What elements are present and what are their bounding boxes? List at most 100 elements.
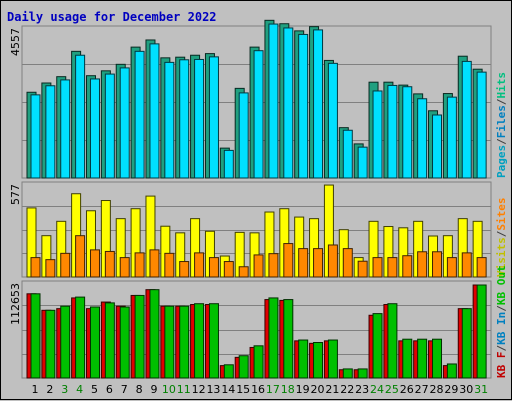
panel-1-legend: Pages/Files/Hits	[495, 72, 508, 178]
bar-kb-out-day-undefined	[327, 339, 338, 379]
bar-sites-day-undefined	[417, 251, 428, 278]
bar-kb-out-day-undefined	[357, 368, 368, 379]
x-tick-label: 19	[296, 383, 310, 396]
bar-sites-day-undefined	[461, 252, 472, 278]
x-tick-label: 23	[355, 383, 369, 396]
bar-sites-day-undefined	[194, 252, 205, 278]
x-tick-label: 15	[236, 383, 250, 396]
bar-kb-out-day-undefined	[89, 306, 100, 379]
bar-kb-out-day-undefined	[30, 293, 41, 379]
bar-sites-day-undefined	[208, 257, 219, 278]
bar-files-day-19	[298, 33, 309, 179]
x-tick-label: 22	[340, 383, 354, 396]
x-tick-label: 30	[459, 383, 473, 396]
bar-files-day-13	[208, 56, 219, 179]
bar-kb-out-day-undefined	[372, 313, 383, 379]
panel-1-ymax-label: 4557	[9, 28, 22, 56]
x-tick-label: 31	[474, 383, 488, 396]
bar-files-day-17	[268, 23, 279, 179]
bar-kb-out-day-undefined	[461, 308, 472, 379]
x-tick-label: 2	[46, 383, 53, 396]
bar-kb-out-day-undefined	[238, 355, 249, 379]
bar-kb-out-day-undefined	[119, 306, 130, 379]
bar-kb-out-day-undefined	[387, 303, 398, 379]
x-tick-label: 24	[370, 383, 384, 396]
bar-kb-out-day-undefined	[194, 303, 205, 379]
bar-sites-day-undefined	[402, 255, 413, 278]
legend-entry: /	[495, 230, 508, 237]
x-tick-label: 18	[281, 383, 295, 396]
bar-sites-day-undefined	[476, 257, 487, 278]
legend-entry: /	[495, 345, 508, 352]
x-tick-label: 20	[311, 383, 325, 396]
legend-entry: Sites	[495, 198, 508, 231]
bar-kb-out-day-undefined	[283, 299, 294, 379]
bar-files-day-24	[372, 90, 383, 179]
bar-files-day-20	[313, 29, 324, 179]
bar-kb-out-day-undefined	[432, 338, 443, 379]
x-tick-label: 11	[177, 383, 191, 396]
bar-sites-day-undefined	[179, 261, 190, 278]
bar-kb-out-day-undefined	[75, 296, 86, 379]
bar-sites-day-undefined	[149, 249, 160, 278]
chart-title: Daily usage for December 2022	[7, 10, 217, 24]
bar-sites-day-undefined	[253, 254, 264, 278]
bar-files-day-4	[75, 54, 86, 179]
bar-sites-day-undefined	[313, 248, 324, 278]
x-tick-label: 10	[162, 383, 176, 396]
x-tick-label: 4	[76, 383, 83, 396]
x-tick-label: 7	[121, 383, 128, 396]
bar-files-day-3	[60, 79, 71, 179]
bar-sites-day-undefined	[75, 235, 86, 278]
bar-kb-out-day-undefined	[104, 302, 115, 379]
bar-sites-day-undefined	[30, 257, 41, 278]
bar-files-day-30	[461, 60, 472, 179]
bar-kb-out-day-undefined	[476, 284, 487, 379]
panel-2-legend: Visits/Sites	[495, 198, 508, 278]
bar-sites-day-undefined	[268, 253, 279, 278]
bar-sites-day-undefined	[357, 260, 368, 278]
bar-files-day-1	[30, 94, 41, 179]
bar-sites-day-undefined	[134, 252, 145, 278]
bar-sites-day-undefined	[283, 243, 294, 278]
x-tick-label: 25	[385, 383, 399, 396]
bar-kb-out-day-undefined	[149, 289, 160, 379]
bar-files-day-21	[327, 62, 338, 179]
x-tick-label: 17	[266, 383, 280, 396]
bar-kb-out-day-undefined	[298, 339, 309, 379]
legend-entry: /	[495, 305, 508, 312]
x-tick-label: 21	[325, 383, 339, 396]
bar-files-day-14	[223, 149, 234, 179]
x-tick-label: 16	[251, 383, 265, 396]
x-tick-label: 3	[61, 383, 68, 396]
legend-entry: Hits	[495, 72, 508, 99]
bar-files-day-9	[149, 43, 160, 179]
bar-files-day-28	[432, 114, 443, 179]
bar-files-day-31	[476, 71, 487, 179]
bar-kb-out-day-undefined	[253, 345, 264, 379]
x-tick-label: 27	[415, 383, 429, 396]
bar-sites-day-undefined	[446, 257, 457, 278]
legend-entry: KB F	[495, 352, 508, 379]
bar-kb-out-day-undefined	[134, 294, 145, 379]
bar-kb-out-day-undefined	[45, 309, 56, 379]
bar-kb-out-day-undefined	[223, 364, 234, 379]
bar-kb-out-day-undefined	[313, 342, 324, 379]
bar-files-day-27	[417, 98, 428, 179]
legend-entry: KB In	[495, 312, 508, 345]
bar-files-day-26	[402, 86, 413, 179]
bar-kb-out-day-undefined	[417, 338, 428, 379]
x-tick-label: 29	[444, 383, 458, 396]
panel-2-ymax-label: 577	[9, 184, 22, 205]
bar-kb-out-day-undefined	[60, 305, 71, 379]
bar-kb-out-day-undefined	[402, 338, 413, 379]
bar-files-day-18	[283, 27, 294, 179]
legend-entry: /	[495, 98, 508, 105]
legend-entry: KB Out	[495, 265, 508, 305]
bar-files-day-29	[446, 96, 457, 179]
legend-entry: Pages	[495, 145, 508, 178]
x-tick-label: 6	[106, 383, 113, 396]
bar-files-day-16	[253, 50, 264, 179]
bar-kb-out-day-undefined	[446, 363, 457, 379]
